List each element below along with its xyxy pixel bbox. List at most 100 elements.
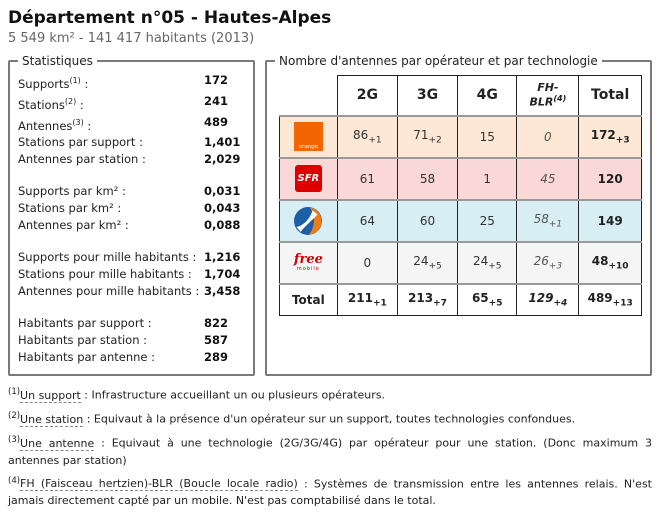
sfr-logo: SFR	[294, 165, 322, 192]
stat-row: Antennes par station : 2,029	[18, 151, 245, 168]
delta-subscript: +1	[368, 135, 382, 146]
delta-subscript: +4	[553, 298, 568, 309]
antennas-legend: Nombre d'antennes par opérateur et par t…	[279, 54, 598, 68]
free-logo-text: free	[293, 252, 323, 267]
column-header-fhblr: FH-BLR(4)	[516, 75, 580, 116]
column-header-4g: 4G	[457, 75, 518, 116]
footnote-term[interactable]: Un support	[20, 389, 81, 404]
stat-row: Habitants par station : 587	[18, 332, 245, 349]
delta-subscript: +3	[548, 261, 563, 272]
antenna-count-cell: 1	[457, 156, 518, 201]
footnote-term[interactable]: FH (Faisceau hertzien)-BLR (Boucle local…	[20, 477, 298, 492]
stat-value: 0,088	[204, 218, 241, 233]
stat-value: 1,401	[204, 135, 241, 150]
delta-subscript: +7	[433, 298, 447, 309]
orange-logo: orange	[293, 122, 323, 151]
antennas-panel: Nombre d'antennes par opérateur et par t…	[265, 54, 652, 377]
stat-row: Antennes pour mille habitants : 3,458	[18, 283, 245, 300]
page-subtitle: 5 549 km² - 141 417 habitants (2013)	[8, 31, 255, 46]
stat-row: Stations pour mille habitants : 1,704	[18, 266, 245, 283]
antenna-count-cell: 149	[578, 198, 642, 243]
total-count-cell: 129+4	[516, 283, 580, 316]
antenna-count-cell: 60	[396, 198, 459, 243]
footnote-text: : Equivaut à la présence d'un opérateur …	[83, 412, 576, 426]
footnote-ref: (1)	[69, 76, 81, 85]
statistics-panel: Statistiques Supports(1) : 172 Stations(2)…	[8, 54, 255, 377]
stat-group: Habitants par support : 822 Habitants par …	[18, 315, 245, 366]
stat-label: Stations par km² :	[18, 201, 122, 216]
antenna-count-cell: 58+1	[516, 198, 580, 243]
stat-row: Stations par support : 1,401	[18, 134, 245, 151]
antenna-count-cell: 71+2	[396, 114, 459, 159]
stat-label: Habitants par support :	[18, 316, 152, 331]
stat-value: 822	[204, 316, 229, 331]
stat-value: 289	[204, 350, 229, 365]
stat-row: Supports pour mille habitants : 1,216	[18, 249, 245, 266]
stat-row: Supports par km² : 0,031	[18, 183, 245, 200]
stat-label: Supports pour mille habitants :	[18, 250, 197, 265]
stat-group: Supports(1) : 172 Stations(2) : 241 Antennes…	[18, 72, 245, 168]
stat-value: 1,704	[204, 267, 241, 282]
delta-subscript: +5	[488, 298, 503, 309]
stat-value: 0,031	[204, 184, 241, 199]
antenna-count-cell: 0	[516, 114, 580, 159]
footnote-term[interactable]: Une antenne	[20, 436, 95, 451]
stat-value: 241	[204, 93, 229, 108]
panels: Statistiques Supports(1) : 172 Stations(2)…	[8, 54, 652, 377]
column-header-3g: 3G	[396, 75, 459, 116]
total-count-cell: 489+13	[578, 283, 642, 316]
stat-row: Stations par km² : 0,043	[18, 200, 245, 217]
antenna-count-cell: 86+1	[336, 114, 398, 159]
stat-row: Stations(2) : 241	[18, 93, 245, 114]
footnote: (1)Un support : Infrastructure accueilla…	[8, 386, 652, 404]
corner-cell	[280, 76, 338, 116]
table-row: free mobile 0 24+5 24+5 26+3 48+10	[279, 240, 642, 285]
antenna-count-cell: 58	[396, 156, 459, 201]
delta-subscript: +5	[488, 261, 502, 272]
antenna-count-cell: 26+3	[516, 240, 580, 285]
total-count-cell: 65+5	[457, 283, 518, 316]
orange-logo-text: orange	[298, 144, 319, 150]
stat-row: Antennes par km² : 0,088	[18, 217, 245, 234]
table-row: SFR 61 58 1 45 120	[279, 156, 642, 201]
table-row: 64 60 25 58+1 149	[279, 198, 642, 243]
stat-row: Habitants par support : 822	[18, 315, 245, 332]
antenna-count-cell: 24+5	[396, 240, 459, 285]
footnote-number: (4)	[8, 475, 21, 486]
stat-value: 0,043	[204, 201, 241, 216]
total-count-cell: 213+7	[396, 283, 459, 316]
footnote-ref: (3)	[72, 117, 84, 127]
delta-subscript: +1	[548, 219, 563, 230]
column-header-2g: 2G	[336, 75, 398, 116]
antenna-count-cell: 64	[336, 198, 398, 243]
footnote-term[interactable]: Une station	[20, 412, 84, 427]
stat-value: 587	[204, 333, 229, 348]
footnote: (3)Une antenne : Equivaut à une technolo…	[8, 434, 652, 469]
footnote-number: (2)	[8, 411, 21, 422]
footnote: (4)FH (Faisceau hertzien)-BLR (Boucle lo…	[8, 475, 652, 510]
column-header-total: Total	[578, 75, 642, 116]
delta-subscript: +3	[615, 135, 630, 146]
stat-value: 3,458	[204, 284, 241, 299]
stat-label: Supports(1) :	[18, 76, 89, 91]
stat-value: 1,216	[204, 250, 241, 265]
total-row-label: Total	[279, 283, 338, 316]
free-mobile-logo: free mobile	[282, 253, 335, 272]
page-title: Département n°05 - Hautes-Alpes	[8, 8, 332, 28]
delta-subscript: +10	[608, 261, 629, 272]
stat-label: Antennes(3) :	[18, 117, 92, 133]
stat-label: Supports par km² :	[18, 184, 126, 199]
footnote-number: (3)	[8, 434, 21, 445]
stat-label: Antennes par station :	[18, 152, 146, 167]
statistics-legend: Statistiques	[22, 54, 93, 68]
operator-logo-cell	[279, 198, 338, 243]
footnote-text: : Equivaut à une technologie (2G/3G/4G) …	[8, 436, 652, 467]
antenna-table-header-row: 2G 3G 4G FH-BLR(4) Total	[280, 75, 642, 116]
operator-logo-cell: SFR	[279, 156, 338, 201]
bouygues-telecom-logo	[282, 206, 335, 236]
stat-row: Supports(1) : 172	[18, 72, 245, 93]
stat-row: Antennes(3) : 489	[18, 114, 245, 135]
antenna-count-cell: 120	[578, 156, 642, 201]
footnote: (2)Une station : Equivaut à la présence …	[8, 410, 652, 428]
antenna-count-cell: 15	[457, 114, 518, 159]
